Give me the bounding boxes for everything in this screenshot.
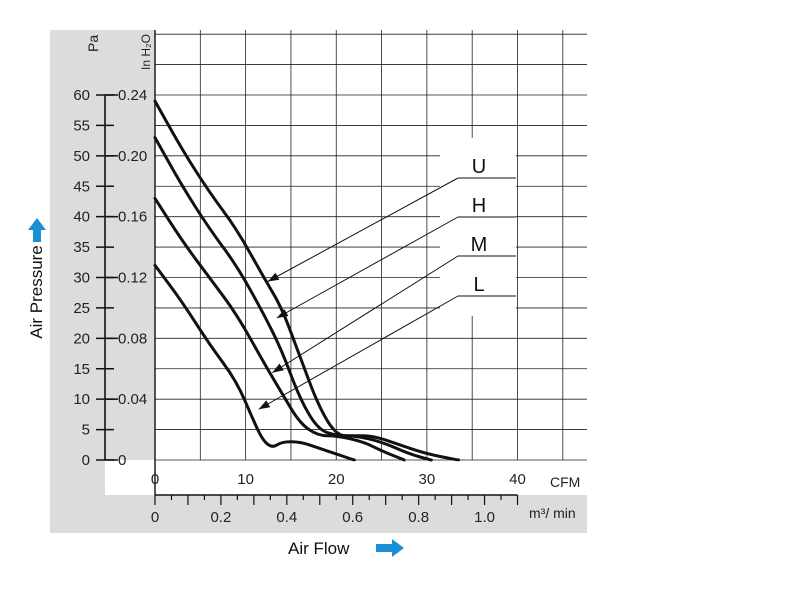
legend-leader-line [276,216,459,319]
x-tick-label-m3min: 0 [151,509,159,526]
y-axis-arrow-icon [28,218,46,242]
x-tick-label-m3min: 1.0 [474,509,495,526]
x-tick-label-m3min: 0.8 [408,509,429,526]
x-tick-label-cfm: 30 [419,471,436,488]
y-tick-label-pa: 20 [73,330,90,347]
y-axis-inh2o: 0 0.04 0.08 0.12 0.16 0.20 0.24 [105,87,147,469]
legend-arrowhead-icon [276,309,289,318]
x-axis-cfm: 0 10 20 30 40 [151,471,526,488]
legend-arrowhead-icon [272,363,284,373]
y-tick-label-inh2o: 0.08 [118,330,147,347]
x-tick-label-cfm: 0 [151,471,159,488]
legend-label-h: H [472,195,486,217]
legend-leader-line [272,255,459,374]
curve-m [153,196,406,462]
legend-label-u: U [472,156,486,178]
x-unit-cfm: CFM [550,474,580,490]
x-axis-arrow-icon [376,539,404,557]
x-axis-m3min: 0 0.2 0.4 0.6 0.8 1.0 [151,494,519,526]
y-tick-label-pa: 15 [73,361,90,378]
y-tick-label-pa: 30 [73,270,90,287]
y-tick-label-pa: 60 [73,87,90,104]
x-tick-label-cfm: 10 [237,471,254,488]
legend-label-l: L [473,274,484,296]
x-axis-band [105,460,587,495]
x-unit-m3min: m³/ min [529,505,576,521]
y-unit-inh2o: In H₂O [139,34,153,70]
curve-l [153,263,356,462]
x-tick-label-cfm: 20 [328,471,345,488]
legend-label-m: M [471,234,488,256]
y-tick-label-pa: 40 [73,209,90,226]
y-axis-title: Air Pressure [27,245,46,339]
y-tick-label-pa: 25 [73,300,90,317]
plot-area [155,30,587,495]
y-tick-label-inh2o: 0 [118,452,126,469]
y-tick-label-inh2o: 0.24 [118,87,147,104]
y-tick-label-pa: 35 [73,239,90,256]
y-tick-label-inh2o: 0.20 [118,148,147,165]
y-tick-label-inh2o: 0.12 [118,270,147,287]
y-tick-label-pa: 45 [73,178,90,195]
x-tick-label-cfm: 40 [509,471,526,488]
legend-arrowhead-icon [267,272,280,282]
y-tick-label-pa: 5 [82,422,90,439]
legend-arrowhead-icon [258,400,271,410]
y-tick-label-inh2o: 0.04 [118,391,147,408]
x-tick-label-m3min: 0.4 [276,509,297,526]
legend-box [440,138,516,316]
x-tick-label-m3min: 0.2 [210,509,231,526]
y-tick-label-pa: 55 [73,117,90,134]
x-tick-label-m3min: 0.6 [342,509,363,526]
y-tick-label-pa: 0 [82,452,90,469]
y-unit-pa: Pa [85,35,101,52]
y-tick-label-pa: 10 [73,391,90,408]
curve-h [153,136,433,462]
legend-leader-line [258,295,459,410]
legend-leader-line [267,177,459,282]
y-tick-label-pa: 50 [73,148,90,165]
x-axis-title: Air Flow [288,539,350,558]
y-tick-label-inh2o: 0.16 [118,209,147,226]
